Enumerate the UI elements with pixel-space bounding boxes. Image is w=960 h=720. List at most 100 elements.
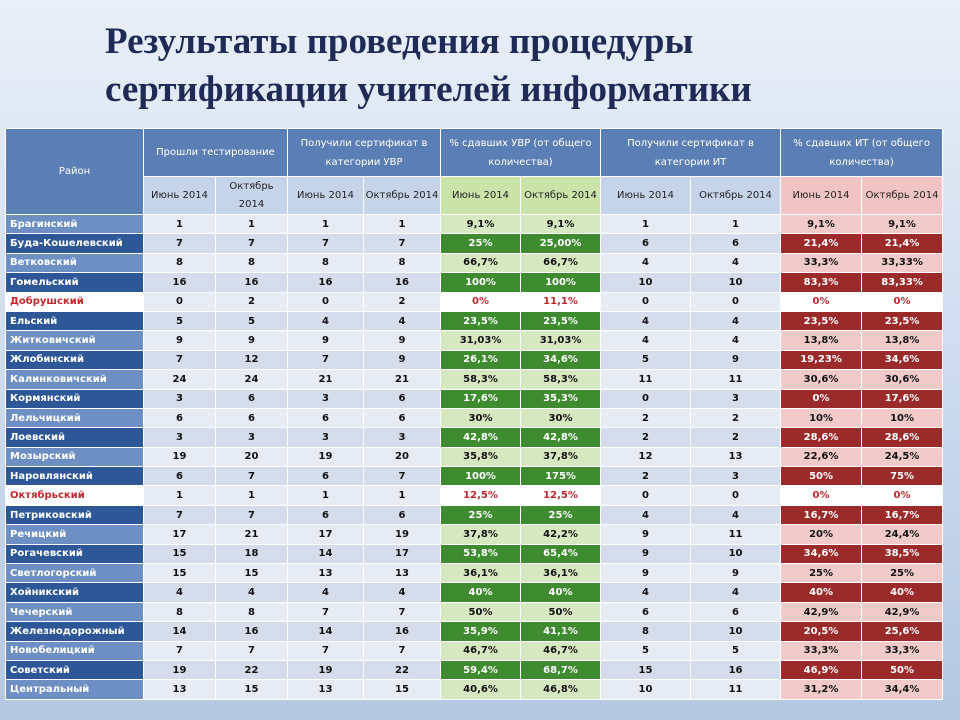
group-header: % сдавших УВР (от общего количества) [440,128,602,177]
value-cell: 19 [287,659,364,681]
value-cell: 17,6% [861,388,944,409]
value-cell: 7 [362,466,442,487]
value-cell: 2 [600,407,692,429]
district-name: Калинковичский [5,369,144,390]
value-cell: 9,1% [780,213,863,235]
table-row: Хойникский 4 4 4 4 40% 40% 4 4 40% 40% [5,582,944,603]
value-cell: 6 [600,233,692,254]
value-cell: 4 [600,252,692,274]
value-cell: 13 [690,446,782,468]
value-cell: 5 [215,310,288,332]
value-cell: 24,5% [861,446,944,468]
value-cell: 16 [690,659,782,681]
value-cell: 10 [600,272,692,293]
district-name: Брагинский [5,213,144,235]
value-cell: 5 [600,640,692,661]
value-cell: 19 [143,446,216,468]
value-cell: 9,1% [861,213,944,235]
value-cell: 10 [690,621,782,642]
value-cell: 1 [362,213,442,235]
table-row: Петриковский 7 7 6 6 25% 25% 4 4 16,7% 16,7% [5,504,944,526]
value-cell: 34,4% [861,679,944,700]
value-cell: 53,8% [440,543,522,565]
value-cell: 13 [362,563,442,584]
value-cell: 3 [215,427,288,448]
table-row: Лоевский 3 3 3 3 42,8% 42,8% 2 2 28,6% 28,6% [5,427,944,448]
value-cell: 31,03% [520,330,602,351]
value-cell: 3 [690,388,782,409]
table-row: Мозырский 19 20 19 20 35,8% 37,8% 12 13 22,6% 24,5… [5,446,944,468]
value-cell: 8 [287,252,364,274]
value-cell: 50% [780,466,863,487]
value-cell: 8 [215,252,288,274]
district-name: Лельчицкий [5,407,144,429]
value-cell: 58,3% [440,369,522,390]
value-cell: 4 [362,310,442,332]
value-cell: 20% [780,524,863,545]
table-row: Добрушский 0 2 0 2 0% 11,1% 0 0 0% 0% [5,291,944,312]
district-name: Октябрьский [5,485,144,506]
value-cell: 8 [143,601,216,623]
value-cell: 16,7% [861,504,944,526]
value-cell: 25% [520,504,602,526]
value-cell: 7 [362,640,442,661]
group-header: Прошли тестирование [143,128,288,177]
value-cell: 12,5% [520,485,602,506]
value-cell: 4 [690,310,782,332]
value-cell: 40% [780,582,863,603]
value-cell: 4 [287,582,364,603]
value-cell: 9,1% [520,213,602,235]
value-cell: 33,33% [861,252,944,274]
value-cell: 46,7% [520,640,602,661]
value-cell: 19 [143,659,216,681]
month-header: Июнь 2014 [287,176,364,215]
district-name: Петриковский [5,504,144,526]
value-cell: 7 [215,640,288,661]
month-header: Октябрь 2014 [215,176,288,215]
district-name: Буда-Кошелевский [5,233,144,254]
value-cell: 22 [215,659,288,681]
value-cell: 34,6% [861,349,944,371]
value-cell: 11 [600,369,692,390]
district-name: Ельский [5,310,144,332]
value-cell: 8 [600,621,692,642]
value-cell: 4 [600,504,692,526]
value-cell: 1 [287,485,364,506]
value-cell: 7 [143,640,216,661]
value-cell: 7 [287,640,364,661]
value-cell: 7 [215,466,288,487]
district-name: Кормянский [5,388,144,409]
value-cell: 37,8% [440,524,522,545]
table-row: Брагинский 1 1 1 1 9,1% 9,1% 1 1 9,1% 9,1% [5,213,944,235]
value-cell: 36,1% [520,563,602,584]
value-cell: 35,8% [440,446,522,468]
value-cell: 35,9% [440,621,522,642]
value-cell: 2 [690,427,782,448]
value-cell: 42,8% [520,427,602,448]
value-cell: 18 [215,543,288,565]
value-cell: 25% [440,504,522,526]
value-cell: 12 [600,446,692,468]
table-row: Буда-Кошелевский 7 7 7 7 25% 25,00% 6 6 21,4% 21,4… [5,233,944,254]
value-cell: 33,3% [780,252,863,274]
value-cell: 83,33% [861,272,944,293]
value-cell: 4 [600,330,692,351]
value-cell: 0 [600,388,692,409]
group-header: Получили сертификат в категории ИТ [600,128,782,177]
value-cell: 16 [215,621,288,642]
table-row: Ветковский 8 8 8 8 66,7% 66,7% 4 4 33,3% 33,33% [5,252,944,274]
value-cell: 28,6% [780,427,863,448]
table-row: Светлогорский 15 15 13 13 36,1% 36,1% 9 9 25% 25% [5,563,944,584]
district-header: Район [5,128,144,215]
value-cell: 9 [143,330,216,351]
value-cell: 1 [362,485,442,506]
value-cell: 30% [440,407,522,429]
value-cell: 11 [690,679,782,700]
value-cell: 3 [287,427,364,448]
value-cell: 13 [287,563,364,584]
value-cell: 25% [861,563,944,584]
value-cell: 0 [600,485,692,506]
value-cell: 68,7% [520,659,602,681]
value-cell: 30,6% [780,369,863,390]
